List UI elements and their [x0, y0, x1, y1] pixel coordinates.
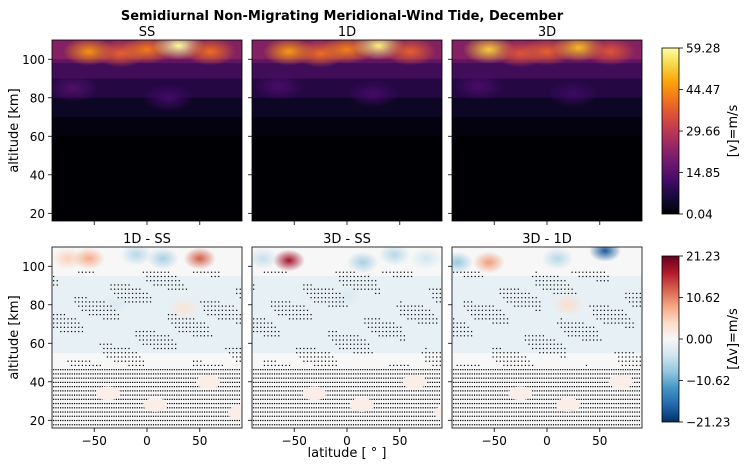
insignificant-region [95, 386, 120, 401]
colorbar-tick-label: −21.23 [686, 416, 730, 430]
heatmap-band [52, 275, 242, 353]
y-tick-label: 80 [30, 298, 45, 312]
heatmap-band [452, 275, 642, 353]
significance-stippling [253, 271, 441, 426]
panel-title: 3D [538, 25, 556, 40]
y-axis-label: altitude [km] [7, 295, 22, 379]
heatmap-feature [384, 40, 437, 66]
panel-3d: 3D [448, 25, 643, 225]
y-tick-label: 100 [22, 260, 45, 274]
insignificant-region [143, 397, 168, 412]
heatmap-feature [347, 79, 400, 108]
heatmap-feature [589, 247, 622, 262]
heatmap-feature [120, 247, 153, 266]
y-tick-label: 40 [30, 168, 45, 182]
colorbar-tick-label: 0.04 [686, 208, 713, 222]
heatmap-feature [142, 83, 195, 112]
y-tick-label: 20 [30, 414, 45, 428]
heatmap-feature [584, 40, 637, 66]
y-tick-label: 60 [30, 130, 45, 144]
significance-stippling [453, 271, 641, 426]
heatmap-feature [272, 249, 305, 272]
panel-3d-ss: 3D - SS −50 0 50 [248, 232, 443, 448]
colorbar-tick-label: 10.62 [686, 291, 720, 305]
panel-title: 1D [338, 25, 356, 40]
colorbar-tick-label: 14.85 [686, 166, 720, 180]
colorbar-tick-label: 0.00 [686, 333, 713, 347]
colorbar-rdbu-label: [Δv]=m/s [726, 308, 741, 370]
panel-title: 3D - SS [323, 232, 371, 247]
panel-title: 1D - SS [123, 232, 171, 247]
heatmap-feature [547, 79, 600, 108]
insignificant-region [434, 406, 442, 420]
colorbar-tick-label: −10.62 [686, 374, 730, 388]
insignificant-region [402, 374, 427, 389]
heatmap-feature [252, 72, 305, 101]
colorbar-tick-label: 29.66 [686, 125, 720, 139]
panel-3d-1d: 3D - 1D −50 0 50 [448, 232, 643, 448]
colorbar-tick-label: 21.23 [686, 250, 720, 264]
heatmap-feature [184, 40, 237, 66]
x-tick-label: 50 [192, 434, 207, 448]
heatmap-feature [72, 247, 105, 270]
x-axis-label: latitude [ ° ] [308, 446, 387, 461]
colorbar-inferno: 59.28 44.47 29.66 14.85 0.04 [v]=m/s [661, 42, 741, 222]
panel-title: 3D - 1D [522, 232, 572, 247]
x-tick-label: 0 [143, 434, 151, 448]
insignificant-region [302, 386, 327, 401]
figure-title: Semidiurnal Non-Migrating Meridional-Win… [121, 9, 564, 24]
x-tick-label: −50 [482, 434, 507, 448]
colorbar-inferno-label: [v]=m/s [726, 105, 741, 158]
heatmap-feature [541, 247, 574, 270]
y-tick-label: 100 [22, 53, 45, 67]
heatmap-feature [410, 247, 442, 270]
panel-title: SS [139, 25, 156, 40]
colorbar-tick-label: 59.28 [686, 42, 720, 56]
insignificant-region [556, 397, 581, 412]
heatmap-feature [167, 297, 200, 320]
heatmap-feature [146, 247, 179, 270]
heatmap-feature [452, 251, 474, 274]
heatmap-feature [378, 247, 411, 266]
y-tick-label: 40 [30, 375, 45, 389]
heatmap-feature [183, 247, 216, 270]
x-tick-label: 0 [343, 434, 351, 448]
x-tick-label: −50 [282, 434, 307, 448]
colorbar-inferno-bar [661, 47, 680, 215]
insignificant-region [349, 397, 374, 412]
heatmap-feature [52, 74, 100, 103]
heatmap-feature [99, 293, 132, 316]
heatmap-feature [472, 251, 505, 274]
insignificant-region [196, 374, 221, 389]
x-tick-label: −50 [82, 434, 107, 448]
y-tick-label: 20 [30, 207, 45, 221]
heatmap-feature [452, 72, 505, 101]
heatmap-feature [552, 293, 585, 316]
y-tick-label: 80 [30, 91, 45, 105]
heatmap-feature [252, 247, 279, 270]
colorbar-rdbu-bar [661, 255, 680, 423]
insignificant-region [608, 374, 633, 389]
x-tick-label: 50 [592, 434, 607, 448]
y-axis-label: altitude [km] [7, 88, 22, 172]
panel-1d: 1D [248, 25, 443, 225]
colorbar-rdbu: 21.23 10.62 0.00 −10.62 −21.23 [Δv]=m/s [661, 250, 741, 430]
insignificant-region [227, 405, 242, 420]
y-tick-label: 60 [30, 337, 45, 351]
x-tick-label: 0 [543, 434, 551, 448]
x-tick-label: 50 [392, 434, 407, 448]
colorbar-tick-label: 44.47 [686, 83, 720, 97]
insignificant-region [640, 409, 642, 416]
panel-1d-ss: 1D - SS −50 0 50 20 40 60 80 100 altitude [km] [7, 232, 243, 448]
insignificant-region [508, 386, 533, 401]
heatmap-feature [331, 286, 363, 309]
heatmap-feature [346, 251, 379, 274]
panel-ss: SS 20 40 60 80 100 altitude [km] [7, 25, 243, 225]
panels: SS 20 40 60 80 100 altitude [km] 1D 3D 1D - SS −50… [7, 25, 643, 448]
